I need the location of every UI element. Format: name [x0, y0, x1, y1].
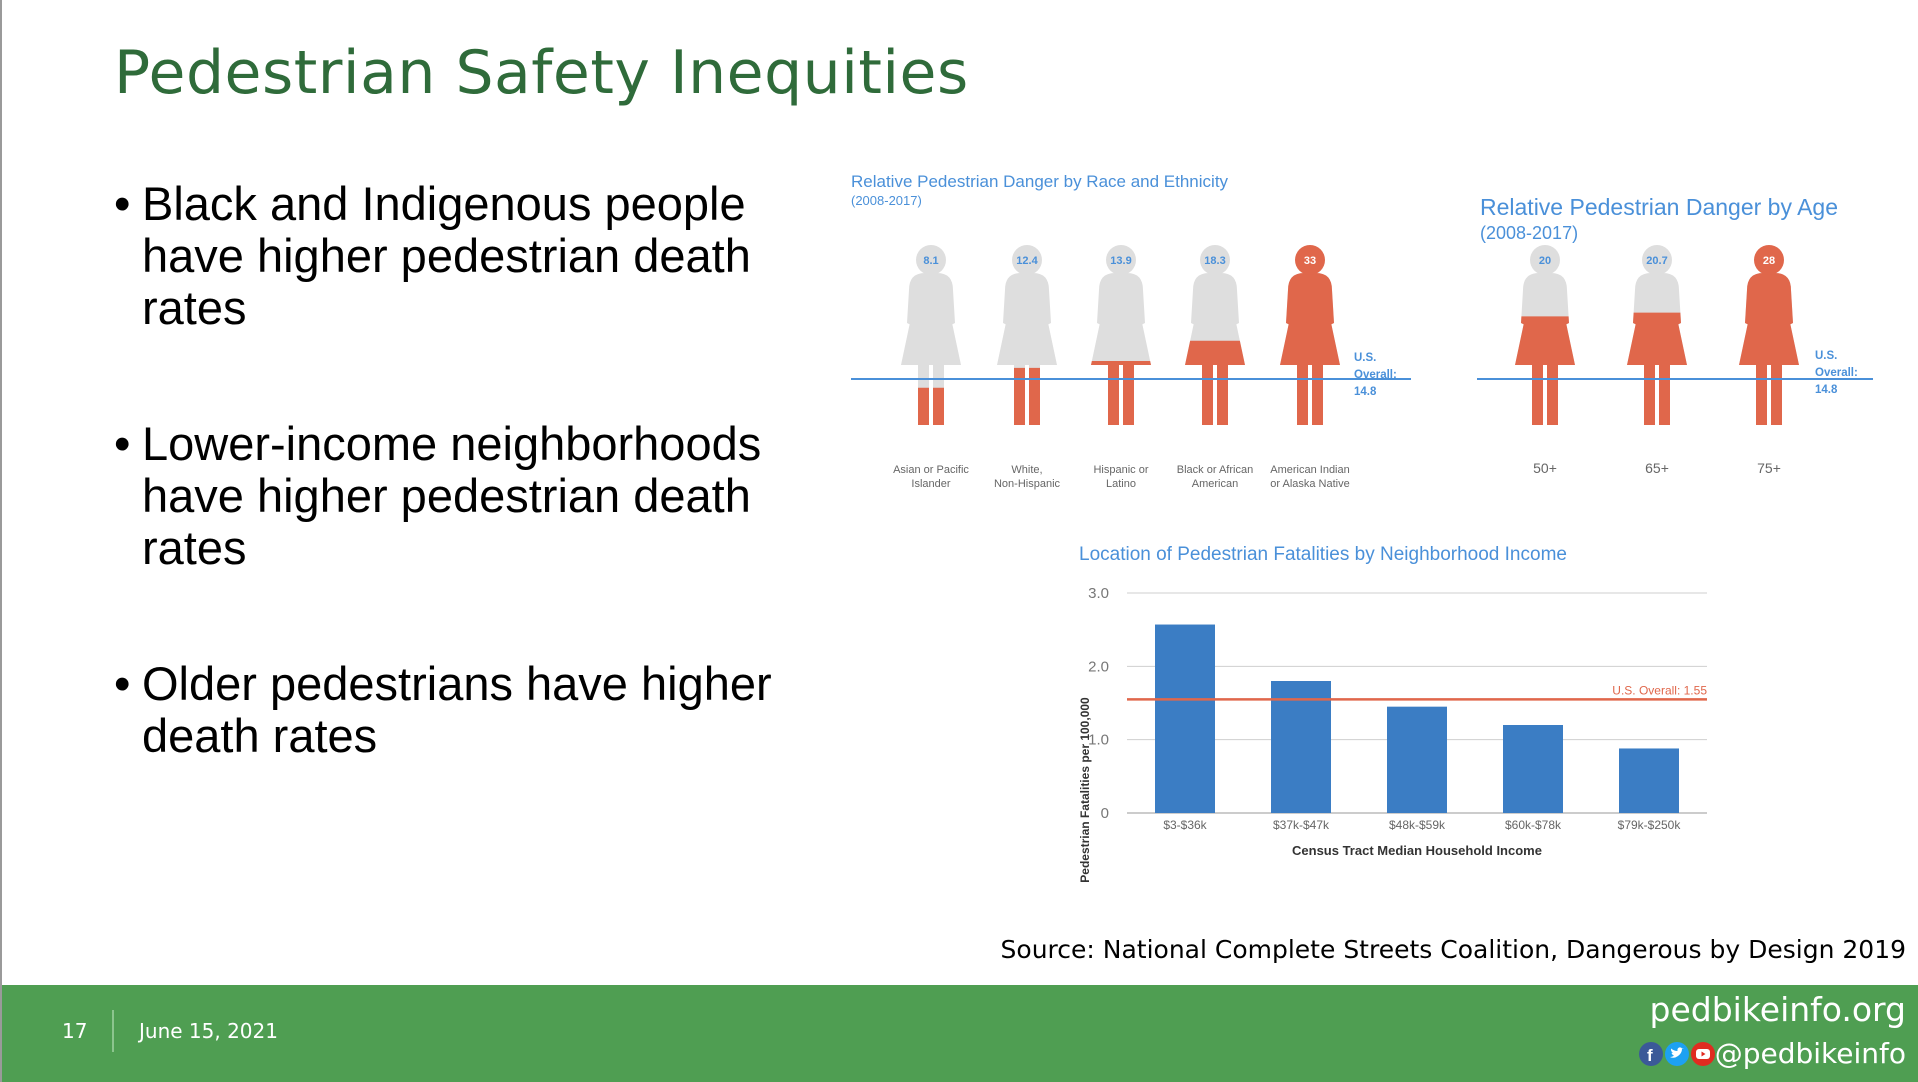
footer-date: June 15, 2021 — [139, 1019, 278, 1043]
figure-fill — [1185, 340, 1245, 425]
figure-silhouette — [901, 273, 961, 425]
us-overall-label: U.S. Overall: 1.55 — [1612, 683, 1707, 697]
person-figure: 8.1 Asian or Pacific Islander — [893, 245, 969, 490]
bar — [1271, 681, 1331, 813]
category-label: 50+ — [1533, 460, 1557, 476]
category-label: Hispanic or Latino — [1093, 464, 1148, 490]
person-figure: 20.7 65+ — [1627, 245, 1687, 476]
figure-fill — [1739, 273, 1799, 425]
race-pictograph-chart: Relative Pedestrian Danger by Race and E… — [851, 172, 1411, 490]
category-label: White, Non-Hispanic — [994, 464, 1061, 490]
figure-head — [1012, 245, 1042, 275]
value-label: 33 — [1304, 255, 1316, 267]
x-tick-label: $60k-$78k — [1505, 818, 1562, 832]
category-label: Asian or Pacific Islander — [893, 464, 969, 490]
y-tick-label: 2.0 — [1088, 658, 1109, 675]
site-url[interactable]: pedbikeinfo.org — [1649, 990, 1906, 1029]
income-bar-chart: Location of Pedestrian Fatalities by Nei… — [1078, 544, 1707, 883]
figure-head — [1754, 245, 1784, 275]
x-tick-label: $37k-$47k — [1273, 818, 1330, 832]
page-number: 17 — [62, 1019, 88, 1043]
youtube-icon[interactable] — [1691, 1042, 1715, 1066]
social-icons: f — [1639, 1042, 1719, 1070]
value-label: 28 — [1763, 255, 1775, 267]
us-overall-label: U.S. Overall: 14.8 — [1354, 352, 1400, 398]
age-pictograph-chart: Relative Pedestrian Danger by Age (2008-… — [1477, 194, 1873, 476]
twitter-icon[interactable] — [1665, 1042, 1689, 1066]
figure-head — [1295, 245, 1325, 275]
figure-silhouette — [1091, 273, 1151, 425]
value-label: 12.4 — [1016, 255, 1038, 267]
category-label: 65+ — [1645, 460, 1669, 476]
bullet-marker: • — [114, 177, 131, 230]
category-label: Black or African American — [1177, 464, 1253, 490]
figure-fill — [1014, 367, 1040, 425]
source-citation: Source: National Complete Streets Coalit… — [1000, 935, 1906, 964]
chart-title: Relative Pedestrian Danger by Age — [1480, 194, 1838, 220]
bullet-text: Older pedestrians have higher death rate… — [142, 657, 772, 762]
bar — [1619, 748, 1679, 813]
figure-fill — [918, 387, 944, 425]
person-figure: 12.4 White, Non-Hispanic — [994, 245, 1061, 490]
value-label: 13.9 — [1110, 255, 1131, 267]
person-figure: 33 American Indian or Alaska Native — [1270, 245, 1350, 490]
x-tick-label: $48k-$59k — [1389, 818, 1446, 832]
value-label: 8.1 — [923, 255, 938, 267]
bullet-text: Black and Indigenous people have higher … — [142, 177, 751, 334]
slide-title: Pedestrian Safety Inequities — [114, 38, 969, 108]
chart-title: Location of Pedestrian Fatalities by Nei… — [1079, 544, 1567, 565]
y-tick-label: 0 — [1101, 805, 1109, 822]
person-figure: 20 50+ — [1515, 245, 1575, 476]
footer-bar — [2, 985, 1918, 1082]
y-tick-label: 1.0 — [1088, 732, 1109, 749]
bullet-text: Lower-income neighborhoods have higher p… — [142, 417, 762, 574]
bar — [1503, 725, 1563, 813]
figure-head — [1200, 245, 1230, 275]
us-overall-label: U.S. Overall: 14.8 — [1815, 350, 1861, 396]
bar — [1155, 624, 1215, 813]
category-label: American Indian or Alaska Native — [1270, 464, 1350, 490]
bar — [1387, 706, 1447, 813]
person-figure: 18.3 Black or African American — [1177, 245, 1253, 490]
footer-divider — [112, 1010, 114, 1052]
chart-title: Relative Pedestrian Danger by Race and E… — [851, 172, 1229, 191]
facebook-icon[interactable]: f — [1639, 1042, 1663, 1066]
bullet-marker: • — [114, 417, 131, 470]
value-label: 20.7 — [1646, 255, 1667, 267]
figure-head — [916, 245, 946, 275]
x-axis-label: Census Tract Median Household Income — [1292, 843, 1542, 858]
bullet-marker: • — [114, 657, 131, 710]
y-axis-label: Pedestrian Fatalities per 100,000 — [1078, 697, 1092, 883]
value-label: 20 — [1539, 255, 1551, 267]
figure-head — [1106, 245, 1136, 275]
figure-silhouette — [997, 273, 1057, 425]
social-handle[interactable]: @pedbikeinfo — [1714, 1037, 1906, 1070]
x-tick-label: $3-$36k — [1163, 818, 1207, 832]
figure-fill — [1627, 312, 1687, 425]
figure-head — [1642, 245, 1672, 275]
figure-fill — [1280, 273, 1340, 425]
person-figure: 13.9 Hispanic or Latino — [1091, 245, 1151, 490]
category-label: 75+ — [1757, 460, 1781, 476]
chart-subtitle: (2008-2017) — [1480, 223, 1578, 243]
svg-text:f: f — [1647, 1046, 1653, 1065]
figure-head — [1530, 245, 1560, 275]
value-label: 18.3 — [1204, 255, 1225, 267]
figure-fill — [1515, 316, 1575, 425]
y-tick-label: 3.0 — [1088, 585, 1109, 602]
chart-subtitle: (2008-2017) — [851, 193, 922, 208]
person-figure: 28 75+ — [1739, 245, 1799, 476]
x-tick-label: $79k-$250k — [1618, 818, 1682, 832]
